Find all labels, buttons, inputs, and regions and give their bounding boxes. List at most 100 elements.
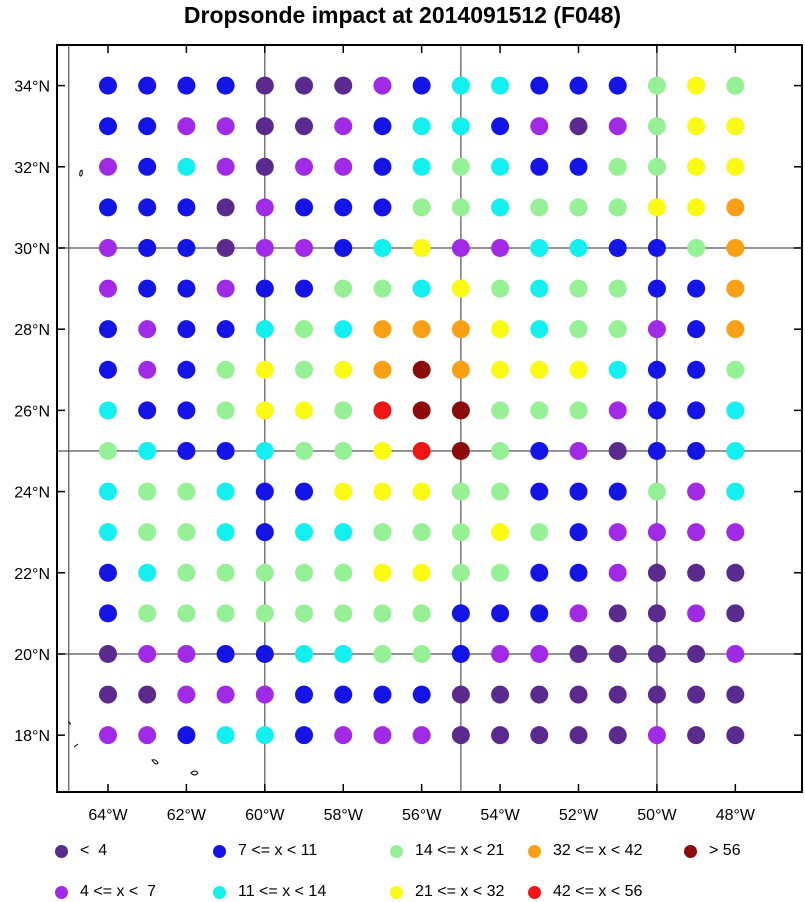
lat-tick-label: 32°N [14,160,50,177]
impact-dot [530,726,549,745]
impact-dot [530,401,549,420]
impact-dot [177,157,196,176]
impact-dot [177,238,196,257]
impact-dot [216,279,235,298]
impact-dot [373,644,392,663]
impact-dot [647,685,666,704]
impact-dot [334,441,353,460]
impact-dot [687,279,706,298]
impact-dot [138,441,157,460]
lat-tick-label: 34°N [14,79,50,96]
impact-dot [255,604,274,623]
impact-dot [412,360,431,379]
impact-dot [412,157,431,176]
impact-dot [373,320,392,339]
impact-dot [373,523,392,542]
impact-dot [491,441,510,460]
impact-dot [412,563,431,582]
impact-dot [647,279,666,298]
impact-dot [687,482,706,501]
impact-dot [98,117,117,136]
impact-dot [569,482,588,501]
impact-dot [530,523,549,542]
legend-label: 7 <= x < 11 [238,842,318,859]
impact-dot [687,685,706,704]
impact-dot [451,644,470,663]
impact-dot [608,726,627,745]
impact-dot [255,482,274,501]
impact-dot [491,360,510,379]
impact-dot [98,441,117,460]
impact-dot [216,76,235,95]
impact-dot [491,157,510,176]
impact-dot [295,604,314,623]
impact-dot [726,401,745,420]
legend-label: < 4 [80,842,108,859]
impact-dot [216,401,235,420]
impact-dot [569,238,588,257]
impact-dot [216,238,235,257]
legend-item: 11 <= x < 14 [213,882,326,902]
impact-dot [647,644,666,663]
impact-dot [138,563,157,582]
impact-dot [451,726,470,745]
impact-dot [295,523,314,542]
impact-dot [726,482,745,501]
lat-tick-label: 26°N [14,403,50,420]
impact-dot [177,563,196,582]
impact-dot [295,117,314,136]
impact-dot [138,644,157,663]
impact-dot [138,320,157,339]
impact-dot [255,644,274,663]
impact-dot [608,563,627,582]
impact-dot [255,726,274,745]
impact-dot [451,198,470,217]
impact-dot [255,76,274,95]
impact-dot [491,320,510,339]
impact-dot [255,320,274,339]
impact-dot [726,320,745,339]
impact-dot [687,117,706,136]
lon-tick-label: 56°W [402,807,442,824]
legend-item: 14 <= x < 21 [390,841,504,861]
impact-dot [726,117,745,136]
impact-dot [98,279,117,298]
legend-item: 42 <= x < 56 [528,882,642,902]
legend-label: 32 <= x < 42 [553,842,643,859]
impact-dot [295,644,314,663]
impact-dot [373,117,392,136]
impact-dot [608,401,627,420]
impact-dot [412,320,431,339]
impact-dot [334,685,353,704]
impact-dot [451,604,470,623]
lat-tick-label: 28°N [14,322,50,339]
impact-dot [177,320,196,339]
lat-tick-label: 18°N [14,728,50,745]
impact-dot [216,563,235,582]
impact-dot [216,726,235,745]
impact-dot [687,401,706,420]
island-shape [190,770,199,776]
lat-tick-label: 24°N [14,485,50,502]
impact-dot [98,238,117,257]
impact-dot [334,482,353,501]
impact-dot [334,198,353,217]
impact-dot [373,76,392,95]
impact-dot [647,238,666,257]
impact-dot [530,320,549,339]
impact-dot [451,482,470,501]
impact-dot [177,726,196,745]
impact-dot [412,117,431,136]
legend-swatch [684,844,697,858]
impact-dot [491,482,510,501]
legend-swatch [55,885,68,899]
impact-dot [334,604,353,623]
impact-dot [726,726,745,745]
impact-dot [295,198,314,217]
impact-dot [373,604,392,623]
impact-dot [98,157,117,176]
impact-dot [138,157,157,176]
impact-dot [138,360,157,379]
impact-dot [255,563,274,582]
impact-dot [569,117,588,136]
